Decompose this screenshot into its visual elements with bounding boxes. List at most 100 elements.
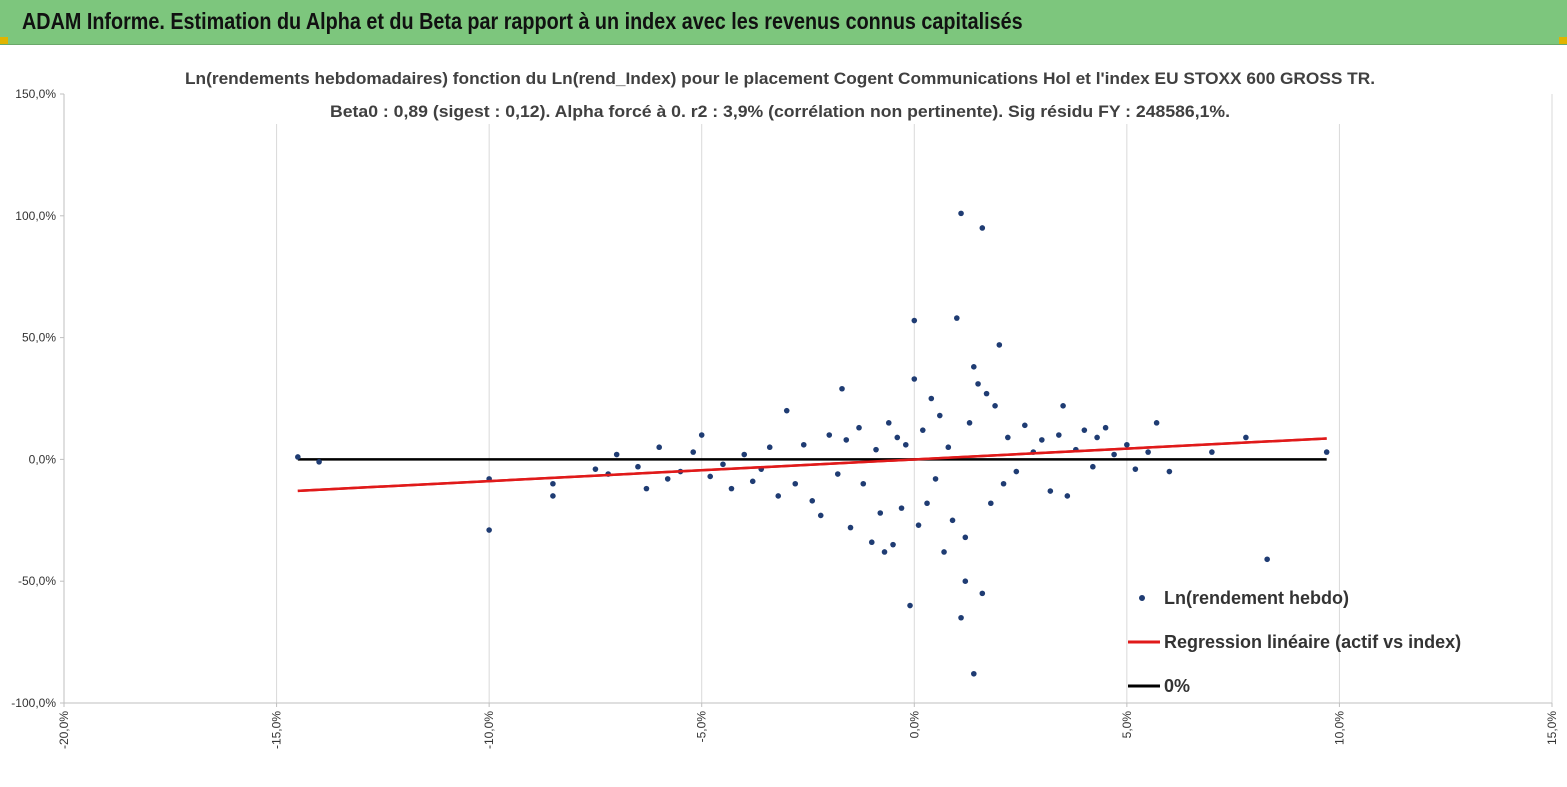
data-point bbox=[902, 441, 909, 448]
data-point bbox=[1060, 403, 1066, 409]
chart-series bbox=[295, 210, 1330, 677]
data-point bbox=[983, 390, 990, 397]
data-point bbox=[783, 407, 790, 414]
data-point bbox=[992, 403, 998, 409]
data-point bbox=[907, 602, 913, 609]
data-point bbox=[728, 485, 735, 492]
data-point bbox=[1243, 434, 1249, 441]
corner-marker bbox=[1559, 37, 1567, 44]
data-point bbox=[826, 432, 833, 438]
data-point bbox=[975, 381, 981, 387]
data-point bbox=[843, 437, 850, 443]
chart-title-line1: Ln(rendements hebdomadaires) fonction du… bbox=[185, 69, 1375, 88]
y-tick-label: -100,0% bbox=[11, 696, 56, 710]
data-point bbox=[936, 412, 943, 419]
data-point bbox=[847, 524, 854, 531]
data-point bbox=[962, 534, 969, 541]
data-point bbox=[664, 476, 671, 482]
y-tick-label: 100,0% bbox=[15, 209, 56, 223]
data-point bbox=[550, 480, 556, 487]
data-point bbox=[486, 527, 492, 533]
data-point bbox=[707, 473, 714, 480]
data-point bbox=[1064, 493, 1071, 499]
y-tick-label: 150,0% bbox=[15, 87, 56, 101]
data-point bbox=[1166, 468, 1173, 475]
data-point bbox=[295, 454, 301, 460]
data-point bbox=[1264, 556, 1270, 563]
data-point bbox=[1039, 437, 1045, 443]
report-title: ADAM Informe. Estimation du Alpha et du … bbox=[22, 8, 1023, 34]
data-point bbox=[911, 376, 918, 382]
data-point bbox=[932, 476, 939, 482]
data-point bbox=[868, 539, 875, 546]
data-point bbox=[749, 478, 756, 485]
x-tick-label: 10,0% bbox=[1332, 711, 1346, 745]
data-point bbox=[941, 549, 947, 555]
x-tick-label: 0,0% bbox=[907, 711, 921, 739]
data-point bbox=[316, 459, 322, 465]
chart-legend: Ln(rendement hebdo) Regression linéaire (… bbox=[1128, 588, 1461, 696]
data-point bbox=[690, 449, 697, 455]
data-point bbox=[860, 480, 867, 487]
data-point bbox=[962, 578, 969, 584]
data-point bbox=[741, 451, 748, 458]
data-point bbox=[1132, 466, 1139, 472]
data-point bbox=[1081, 427, 1088, 433]
data-point bbox=[971, 670, 977, 677]
legend-label: 0% bbox=[1164, 676, 1190, 696]
report-banner: ADAM Informe. Estimation du Alpha et du … bbox=[0, 0, 1567, 45]
legend-label: Regression linéaire (actif vs index) bbox=[1164, 632, 1461, 652]
data-point bbox=[1047, 488, 1054, 494]
data-point bbox=[1000, 480, 1007, 487]
data-point bbox=[809, 498, 816, 504]
legend-label: Ln(rendement hebdo) bbox=[1164, 588, 1349, 608]
x-tick-label: -10,0% bbox=[482, 711, 496, 749]
data-point bbox=[949, 517, 956, 524]
data-point bbox=[1124, 441, 1130, 448]
data-point bbox=[919, 427, 926, 433]
data-point bbox=[1056, 432, 1062, 438]
data-point bbox=[1209, 449, 1215, 455]
data-point bbox=[613, 451, 620, 458]
data-point bbox=[996, 342, 1003, 348]
data-point bbox=[890, 541, 896, 548]
data-point bbox=[885, 420, 892, 426]
data-point bbox=[915, 522, 922, 528]
data-point bbox=[635, 463, 641, 470]
chart-title-block: Ln(rendements hebdomadaires) fonction du… bbox=[165, 59, 1395, 124]
data-point bbox=[971, 364, 977, 370]
data-point bbox=[800, 441, 807, 448]
data-point bbox=[928, 395, 935, 402]
data-point bbox=[954, 315, 960, 321]
y-tick-label: 50,0% bbox=[22, 331, 56, 345]
data-point bbox=[988, 500, 994, 507]
data-point bbox=[979, 225, 986, 231]
data-point bbox=[898, 505, 905, 511]
legend-marker-scatter bbox=[1139, 595, 1145, 601]
data-point bbox=[881, 549, 888, 555]
x-tick-label: -5,0% bbox=[695, 711, 709, 743]
data-point bbox=[592, 466, 599, 472]
x-tick-label: -15,0% bbox=[270, 711, 284, 749]
regression-line-overlay bbox=[297, 437, 1327, 493]
data-point bbox=[1102, 424, 1109, 431]
data-point bbox=[945, 444, 952, 451]
data-point bbox=[877, 510, 884, 516]
data-point bbox=[775, 493, 782, 499]
scatter-chart: 150,0% 100,0% 50,0% 0,0% -50,0% -100,0%-20,0%… bbox=[11, 59, 1559, 749]
data-point bbox=[979, 590, 986, 597]
data-point bbox=[856, 424, 862, 431]
x-tick-label: 5,0% bbox=[1120, 711, 1134, 739]
y-tick-label: 0,0% bbox=[29, 452, 57, 466]
data-point bbox=[1145, 449, 1151, 455]
data-point bbox=[766, 444, 773, 451]
data-point bbox=[550, 493, 556, 499]
data-point bbox=[1153, 420, 1160, 426]
axes: 150,0% 100,0% 50,0% 0,0% -50,0% -100,0%-20,0%… bbox=[11, 87, 1559, 749]
data-point bbox=[817, 512, 824, 519]
y-tick-label: -50,0% bbox=[18, 574, 56, 588]
data-point bbox=[894, 434, 901, 441]
x-tick-label: 15,0% bbox=[1545, 711, 1559, 745]
data-point bbox=[1111, 451, 1117, 458]
data-point bbox=[873, 446, 879, 453]
